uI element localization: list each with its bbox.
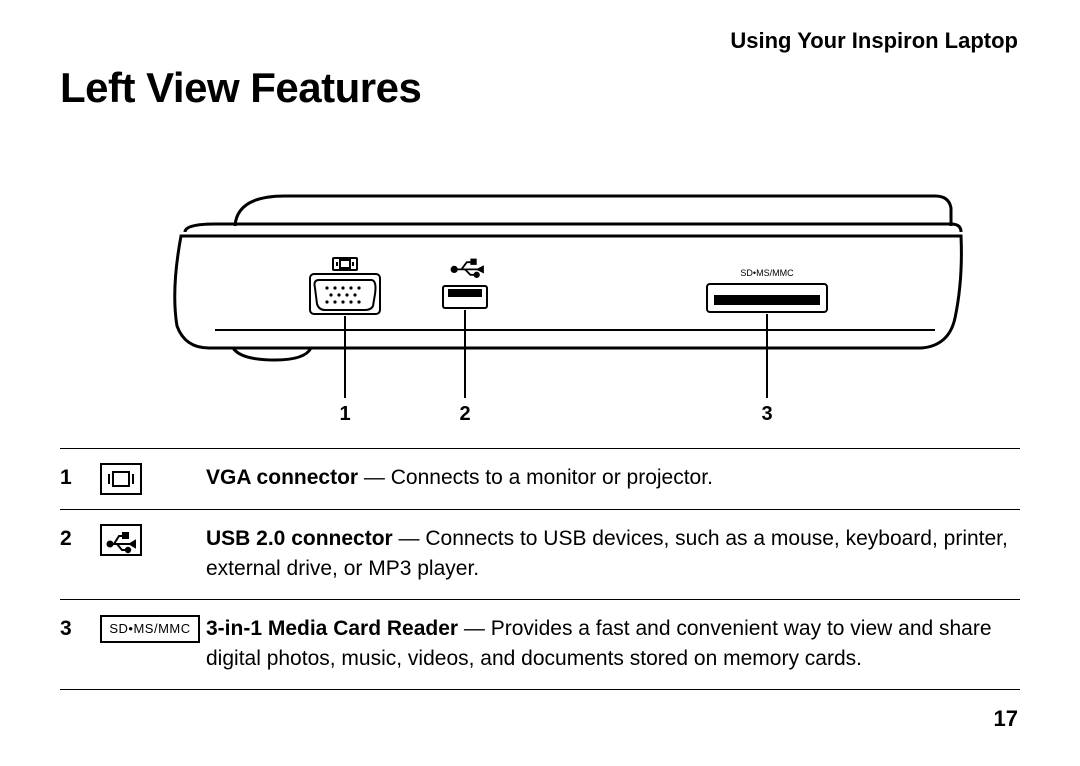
feature-text: USB 2.0 connector — Connects to USB devi… [206,510,1020,600]
usb-icon [100,524,142,556]
sd-icon: SD•MS/MMC [100,615,200,643]
table-row: 2 [60,510,1020,600]
feature-bold: 3-in-1 Media Card Reader [206,617,458,640]
feature-rest: — Connects to a monitor or projector. [358,466,713,489]
feature-icon-cell: SD•MS/MMC [100,599,206,689]
page-number: 17 [994,706,1018,732]
feature-number: 1 [60,449,100,510]
feature-number: 3 [60,599,100,689]
feature-icon-cell [100,449,206,510]
sd-port-label: SD•MS/MMC [740,268,794,278]
callout-2: 2 [459,403,470,425]
running-head: Using Your Inspiron Laptop [730,28,1018,54]
feature-bold: USB 2.0 connector [206,527,393,550]
feature-bold: VGA connector [206,466,358,489]
feature-text: 3-in-1 Media Card Reader — Provides a fa… [206,599,1020,689]
left-view-diagram: SD•MS/MMC 1 2 3 [115,180,965,440]
feature-text: VGA connector — Connects to a monitor or… [206,449,1020,510]
page-title: Left View Features [60,64,421,112]
vga-icon [100,463,142,495]
callout-1: 1 [339,403,350,425]
feature-number: 2 [60,510,100,600]
manual-page: Using Your Inspiron Laptop Left View Fea… [0,0,1080,766]
callout-3: 3 [761,403,772,425]
table-row: 3 SD•MS/MMC 3-in-1 Media Card Reader — P… [60,599,1020,689]
table-row: 1 VGA connector — Connects to a monitor … [60,449,1020,510]
feature-icon-cell [100,510,206,600]
feature-table: 1 VGA connector — Connects to a monitor … [60,448,1020,690]
